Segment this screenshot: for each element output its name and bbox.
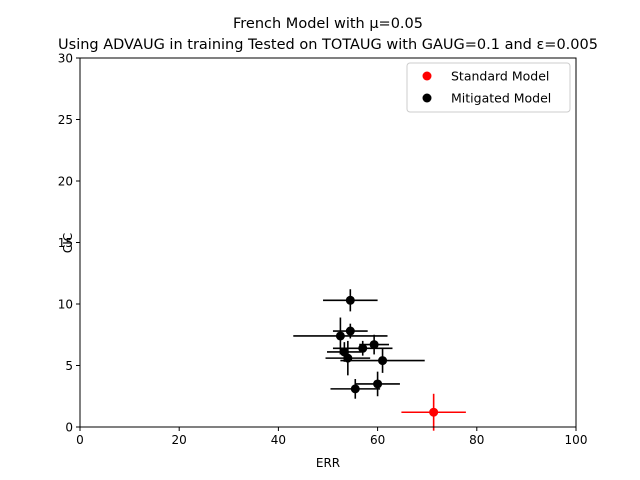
y-tick-label: 10 — [58, 298, 73, 312]
data-point — [369, 340, 379, 350]
legend-label: Standard Model — [451, 69, 549, 84]
y-tick-label: 20 — [58, 175, 73, 189]
data-point — [335, 331, 345, 341]
y-tick-label: 0 — [65, 421, 73, 435]
y-axis-label: CIC — [61, 233, 75, 253]
data-point — [373, 379, 383, 389]
data-point — [378, 356, 388, 366]
x-axis-ticks: 0 20 40 60 80 100 — [76, 427, 587, 447]
x-tick-label: 100 — [565, 433, 588, 447]
x-tick-label: 0 — [76, 433, 84, 447]
legend: Standard Model Mitigated Model — [406, 62, 571, 113]
data-point — [345, 326, 355, 336]
x-tick-label: 40 — [271, 433, 286, 447]
data-point — [350, 384, 360, 394]
legend-label: Mitigated Model — [451, 91, 551, 106]
x-tick-label: 20 — [172, 433, 187, 447]
chart-title-line1: French Model with μ=0.05 — [233, 16, 423, 32]
y-tick-label: 5 — [65, 359, 73, 373]
y-tick-label: 30 — [58, 52, 73, 66]
data-points-layer — [335, 295, 439, 417]
data-point — [345, 295, 355, 305]
data-point — [429, 407, 439, 417]
data-point — [343, 353, 353, 363]
legend-frame — [406, 62, 571, 113]
x-tick-label: 80 — [469, 433, 484, 447]
y-tick-label: 15 — [58, 236, 73, 250]
y-tick-label: 25 — [58, 113, 73, 127]
y-axis-ticks: 0 5 10 15 20 25 30 — [58, 52, 80, 435]
data-point — [358, 343, 368, 353]
legend-marker — [422, 71, 432, 81]
x-tick-label: 60 — [370, 433, 385, 447]
chart-title-line2: Using ADVAUG in training Tested on TOTAU… — [58, 37, 598, 53]
plot-area-frame — [79, 57, 577, 428]
x-axis-label: ERR — [316, 456, 340, 470]
legend-marker — [422, 93, 432, 103]
